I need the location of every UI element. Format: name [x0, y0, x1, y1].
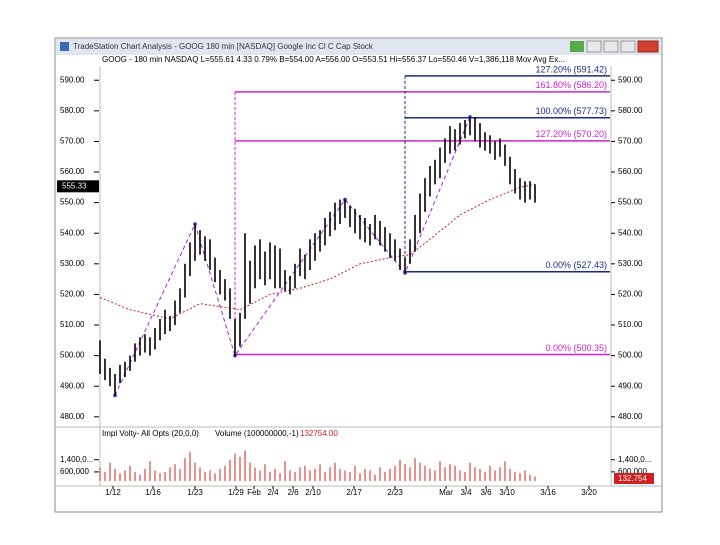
x-tick-label: 1/12 — [105, 488, 121, 497]
fib-label: 127.20% (591.42) — [535, 64, 607, 74]
last-price-box — [57, 180, 99, 193]
volume-tick-label: 600,000 — [618, 467, 647, 476]
x-tick-label: 1/23 — [187, 488, 203, 497]
fib-label: 127.20% (570.20) — [535, 129, 607, 139]
y-tick-label: 560.00 — [618, 167, 643, 176]
fib-label: 161.80% (586.20) — [535, 80, 607, 90]
x-tick-label: 3/4 — [460, 488, 472, 497]
fib-label: 100.00% (577.73) — [535, 106, 607, 116]
swing-point — [233, 353, 237, 358]
y-tick-label: 550.00 — [618, 198, 643, 207]
toolbar-button[interactable] — [586, 40, 602, 53]
volume-header: Volume (100000000,-1) — [215, 429, 299, 438]
y-tick-label: 500.00 — [618, 351, 643, 360]
x-tick-label: 3/10 — [499, 488, 515, 497]
y-tick-label: 590.00 — [618, 75, 643, 84]
y-tick-label: 500.00 — [60, 351, 85, 360]
y-tick-label: 550.00 — [60, 198, 85, 207]
window-title: TradeStation Chart Analysis - GOOG 180 m… — [73, 42, 374, 51]
app-icon — [60, 42, 69, 51]
x-tick-label: Mar — [439, 488, 453, 497]
maximize-button[interactable] — [620, 40, 636, 53]
fib-label: 0.00% (500.35) — [545, 343, 607, 353]
moving-average — [99, 183, 536, 320]
close-button[interactable] — [637, 40, 659, 53]
last-volume-label: 132.754 — [618, 474, 647, 483]
y-tick-label: 480.00 — [60, 412, 85, 421]
y-tick-label: 510.00 — [60, 320, 85, 329]
y-tick-label: 540.00 — [60, 228, 85, 237]
y-tick-label: 570.00 — [618, 137, 643, 146]
y-tick-label: 570.00 — [60, 137, 85, 146]
window-frame — [54, 37, 663, 513]
y-tick-label: 490.00 — [618, 381, 643, 390]
volume-tick-label: 1,400,0... — [618, 455, 651, 464]
swing-point — [468, 115, 472, 119]
fib-label: 0.00% (527.43) — [545, 260, 607, 270]
x-tick-label: 1/16 — [145, 488, 161, 497]
y-tick-label: 530.00 — [618, 259, 643, 268]
x-tick-label: 2/6 — [287, 488, 299, 497]
y-tick-label: 480.00 — [618, 412, 643, 421]
y-tick-label: 540.00 — [618, 228, 643, 237]
swing-point — [113, 393, 117, 398]
y-tick-label: 490.00 — [60, 381, 85, 390]
y-tick-label: 520.00 — [60, 290, 85, 299]
x-tick-label: 3/20 — [581, 488, 597, 497]
x-tick-label: 1/29 — [228, 488, 244, 497]
x-tick-label: Feb — [247, 488, 261, 497]
y-tick-label: 560.00 — [60, 167, 85, 176]
y-tick-label: 590.00 — [60, 75, 85, 84]
y-tick-label: 530.00 — [60, 259, 85, 268]
volume-tick-label: 600,000 — [60, 467, 89, 476]
last-volume-box — [614, 472, 654, 484]
volume-header: Impl Volty- All Opts (20,0,0) — [102, 429, 199, 438]
y-tick-label: 580.00 — [618, 106, 643, 115]
x-tick-label: 2/17 — [346, 488, 362, 497]
x-tick-label: 3/6 — [480, 488, 492, 497]
y-tick-label: 510.00 — [618, 320, 643, 329]
x-tick-label: 2/10 — [305, 488, 321, 497]
minimize-button[interactable] — [603, 40, 619, 53]
x-tick-label: 3/16 — [540, 488, 556, 497]
last-price-label: 555.33 — [62, 181, 87, 190]
volume-header: 132754.00 — [300, 429, 338, 438]
volume-tick-label: 1,400,0... — [60, 455, 93, 464]
y-tick-label: 520.00 — [618, 290, 643, 299]
title-bar — [56, 39, 661, 55]
x-tick-label: 2/23 — [387, 488, 403, 497]
toolbar-button[interactable] — [570, 41, 584, 52]
y-tick-label: 580.00 — [60, 106, 85, 115]
chart-header: GOOG - 180 min NASDAQ L=555.61 4.33 0.79… — [102, 55, 565, 64]
x-tick-label: 2/4 — [267, 488, 279, 497]
